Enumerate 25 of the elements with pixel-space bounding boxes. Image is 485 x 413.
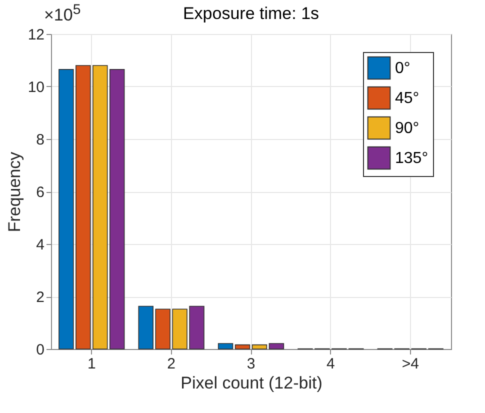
y-axis-title: Frequency [4, 151, 24, 232]
legend-label: 135° [395, 150, 428, 167]
legend-label: 45° [395, 90, 420, 107]
x-tick-label: 1 [87, 356, 96, 372]
x-tick-label: >4 [402, 356, 419, 372]
y-tick-label: 8 [36, 132, 44, 148]
x-tick-label: 2 [167, 356, 176, 372]
bar [252, 344, 268, 350]
bar [218, 343, 234, 350]
text: ×10$^{5}$ [44, 2, 81, 26]
bar [109, 69, 125, 350]
y-tick-label: 4 [36, 236, 44, 254]
x-tick-label: 4 [326, 356, 335, 372]
y-tick-label: 0 [36, 342, 44, 358]
y-tick-label: 6 [36, 184, 44, 201]
legend-label: 90° [395, 120, 420, 137]
y-tick-label: 12 [28, 26, 44, 44]
y-tick-label: 2 [36, 289, 44, 306]
y-tick-label: 10 [28, 79, 44, 96]
x-axis-title: Pixel count (12-bit) [180, 374, 322, 392]
legend-label: 0° [395, 60, 410, 77]
x-tick-label: 3 [246, 356, 256, 372]
chart-title: Exposure time: 1s [182, 4, 320, 23]
bar [234, 344, 250, 350]
bar [268, 343, 284, 350]
